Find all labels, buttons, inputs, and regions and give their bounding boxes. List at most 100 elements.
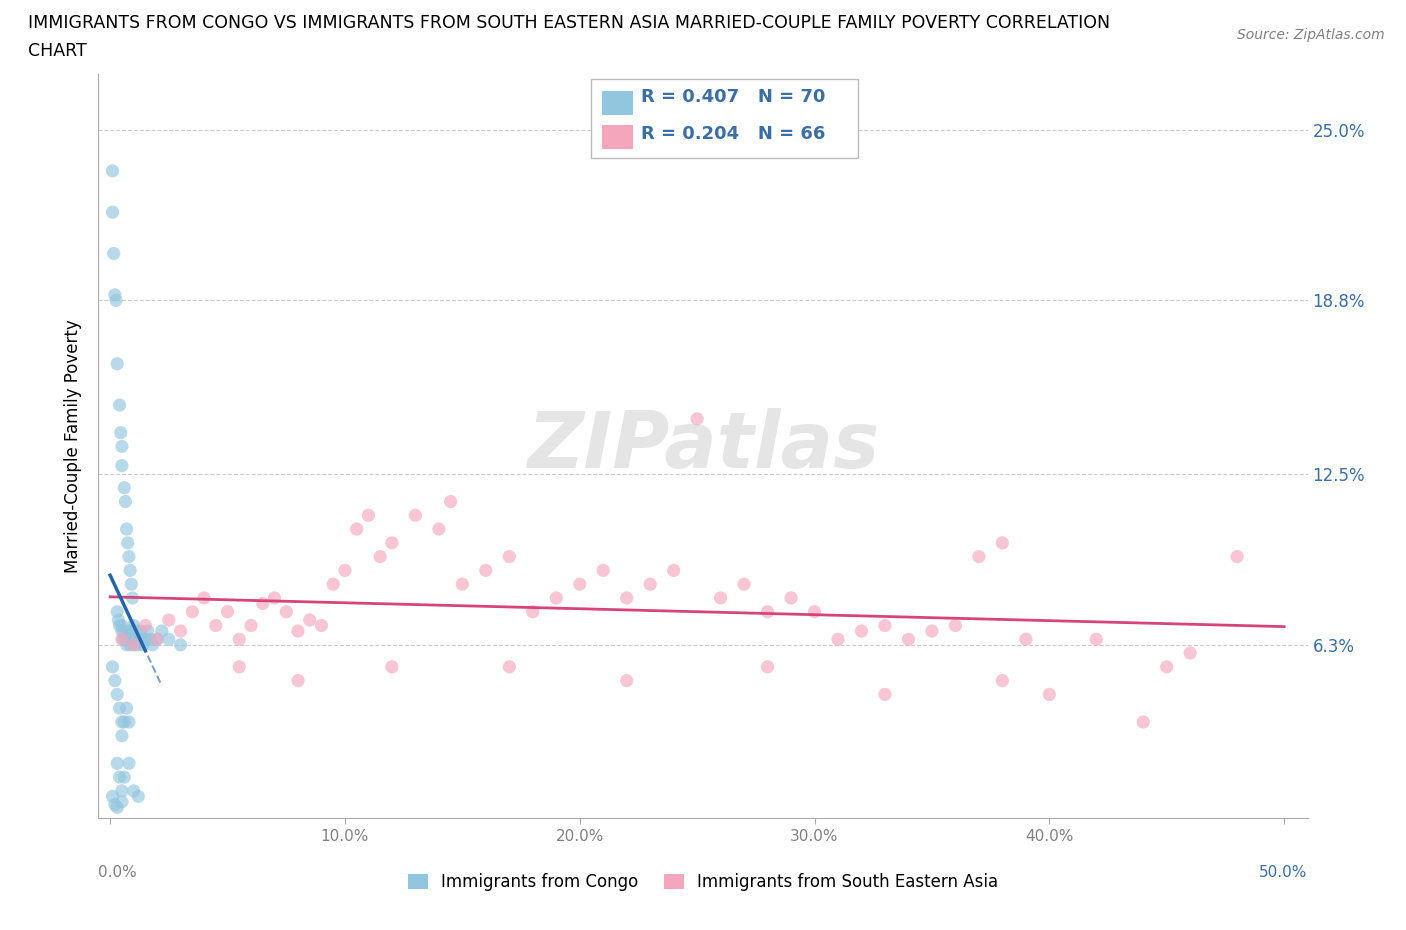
Point (967, 550, 990, 565)
Point (118, 756, 141, 771)
Point (498, 550, 520, 565)
Point (111, 794, 134, 809)
Point (851, 624, 873, 639)
Point (132, 637, 155, 652)
Point (115, 700, 138, 715)
Point (146, 631, 169, 646)
Point (616, 673, 638, 688)
Point (128, 631, 150, 646)
Point (111, 631, 134, 646)
Point (616, 591, 638, 605)
Point (498, 659, 520, 674)
Text: Source: ZipAtlas.com: Source: ZipAtlas.com (1237, 28, 1385, 42)
Point (638, 577, 661, 591)
Point (111, 728, 134, 743)
Point (124, 637, 146, 652)
Point (104, 673, 127, 688)
Point (115, 522, 138, 537)
Point (105, 756, 128, 771)
Point (451, 577, 474, 591)
Point (217, 604, 239, 619)
Point (114, 494, 136, 509)
Point (111, 618, 134, 633)
Point (228, 659, 250, 674)
Point (111, 714, 134, 729)
Point (1038, 687, 1060, 702)
Point (346, 522, 368, 537)
Point (873, 687, 896, 702)
Point (991, 673, 1014, 688)
Point (111, 439, 134, 454)
Point (112, 770, 135, 785)
Point (311, 618, 333, 633)
Text: R = 0.407   N = 70: R = 0.407 N = 70 (641, 88, 825, 106)
Point (101, 659, 124, 674)
Point (115, 637, 138, 652)
Point (122, 637, 145, 652)
Point (112, 714, 135, 729)
Point (105, 687, 128, 702)
Point (105, 356, 128, 371)
Point (780, 591, 803, 605)
Point (108, 618, 131, 633)
Point (322, 577, 344, 591)
Point (101, 789, 124, 804)
Point (1015, 631, 1038, 646)
Point (117, 536, 139, 551)
Point (121, 591, 143, 605)
Point (112, 631, 135, 646)
Point (827, 631, 849, 646)
Point (101, 205, 124, 219)
Point (404, 508, 426, 523)
Point (107, 613, 129, 628)
Point (546, 591, 568, 605)
Point (263, 591, 285, 605)
Point (108, 398, 131, 413)
Point (134, 631, 156, 646)
Point (118, 714, 141, 729)
Point (125, 624, 148, 639)
Point (105, 293, 128, 308)
Point (105, 604, 128, 619)
Text: 50.0%: 50.0% (1260, 865, 1308, 880)
Point (139, 631, 162, 646)
Point (686, 411, 709, 426)
Point (381, 536, 404, 551)
Text: ZIPatlas: ZIPatlas (527, 408, 879, 485)
Point (129, 624, 152, 639)
Point (287, 673, 309, 688)
Point (921, 624, 943, 639)
Point (157, 631, 180, 646)
Point (169, 637, 191, 652)
Point (108, 770, 131, 785)
Point (945, 618, 967, 633)
Point (169, 624, 191, 639)
Point (120, 637, 142, 652)
Point (1132, 714, 1154, 729)
Legend: Immigrants from Congo, Immigrants from South Eastern Asia: Immigrants from Congo, Immigrants from S… (399, 865, 1007, 899)
Point (114, 631, 136, 646)
Text: CHART: CHART (28, 42, 87, 60)
Point (101, 164, 124, 179)
Point (427, 522, 450, 537)
Point (381, 659, 404, 674)
Point (803, 604, 825, 619)
Point (111, 458, 134, 473)
Point (1180, 645, 1202, 660)
Point (1085, 631, 1108, 646)
Point (120, 631, 142, 646)
Point (150, 624, 173, 639)
Text: 0.0%: 0.0% (98, 865, 138, 880)
Point (110, 425, 132, 440)
Point (108, 700, 131, 715)
Point (592, 563, 614, 578)
Point (298, 613, 321, 628)
Point (240, 618, 263, 633)
Point (125, 631, 148, 646)
Point (756, 659, 779, 674)
Point (475, 563, 498, 578)
Point (118, 624, 141, 639)
Point (357, 508, 380, 523)
Point (522, 604, 544, 619)
Point (120, 577, 142, 591)
